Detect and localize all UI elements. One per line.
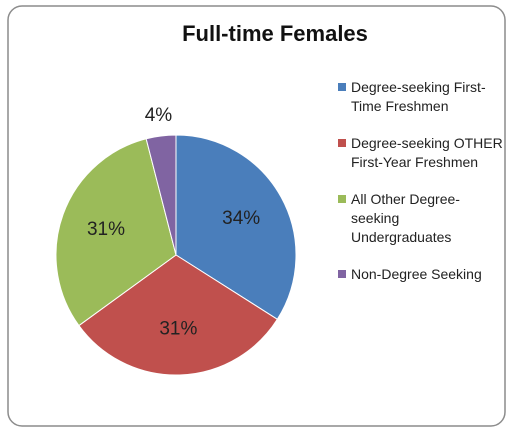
- legend-item: All Other Degree-seeking Undergraduates: [338, 190, 503, 247]
- legend-label: Non-Degree Seeking: [351, 266, 482, 282]
- legend-swatch: [338, 195, 346, 203]
- pie-slice: [55, 138, 177, 327]
- data-label: 31%: [87, 219, 125, 240]
- pie-slice: [78, 254, 279, 376]
- data-label: 34%: [222, 208, 260, 229]
- pie-slice: [145, 134, 177, 256]
- legend-label: Degree-seeking First-Time Freshmen: [351, 79, 486, 114]
- pie: 34% 31% 31% 4%: [55, 105, 297, 376]
- chart-title: Full-time Females: [182, 21, 368, 46]
- legend-item: Non-Degree Seeking: [338, 265, 503, 284]
- legend-label: All Other Degree-seeking Undergraduates: [351, 191, 460, 245]
- data-label: 31%: [159, 318, 197, 339]
- legend-swatch: [338, 139, 346, 147]
- legend-swatch: [338, 270, 346, 278]
- pie-slice: [175, 134, 297, 320]
- legend-label: Degree-seeking OTHER First-Year Freshmen: [351, 135, 503, 170]
- legend: Degree-seeking First-Time Freshmen Degree…: [338, 78, 503, 302]
- data-label: 4%: [145, 105, 173, 126]
- legend-item: Degree-seeking First-Time Freshmen: [338, 78, 503, 116]
- legend-item: Degree-seeking OTHER First-Year Freshmen: [338, 134, 503, 172]
- legend-swatch: [338, 83, 346, 91]
